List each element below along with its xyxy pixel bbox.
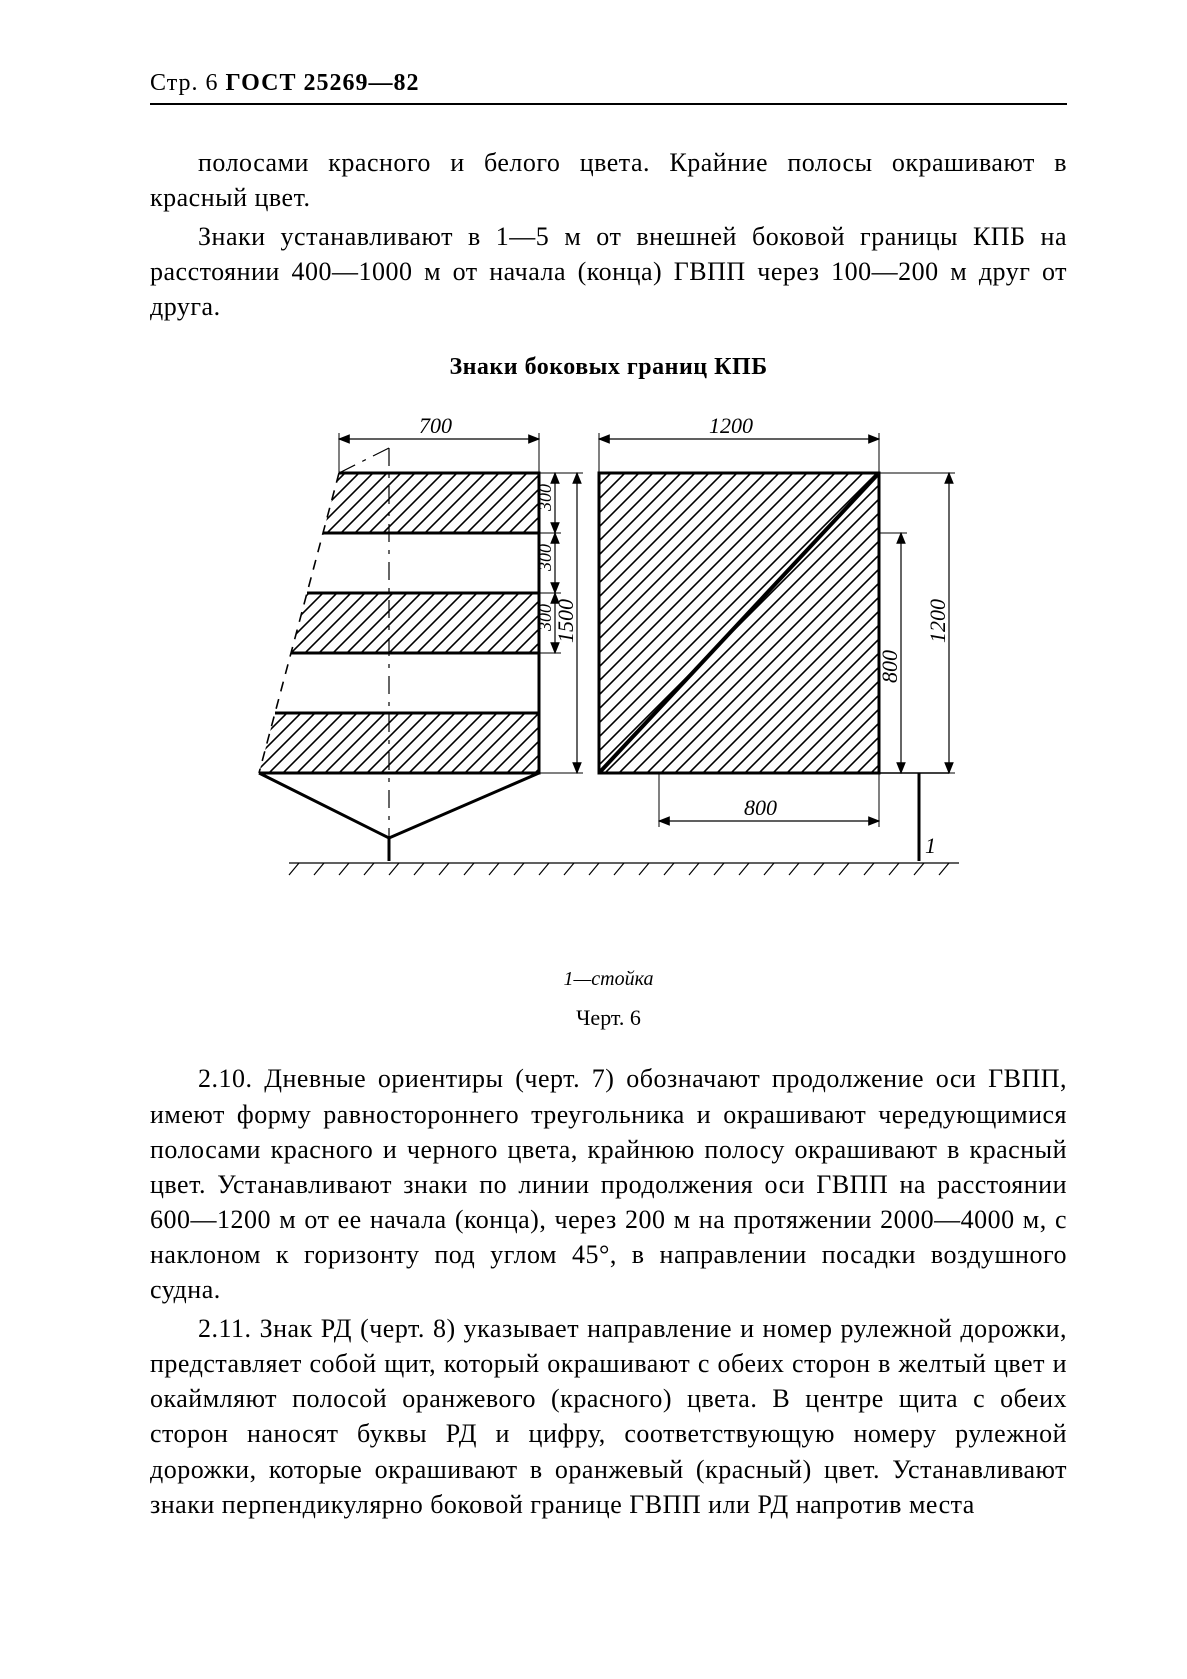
figure-title: Знаки боковых границ КПБ [150, 354, 1067, 381]
dim-800-bottom-label: 800 [744, 795, 777, 820]
callout-1: 1 [925, 833, 936, 858]
dim-1500: 1500 [553, 599, 578, 643]
figure-legend: 1—стойка [150, 968, 1067, 991]
dim-800-bottom: 800 [659, 773, 879, 827]
figure-number: Черт. 6 [150, 1005, 1067, 1031]
dim-1200-top-label: 1200 [709, 413, 753, 438]
dim-300b: 300 [535, 544, 555, 572]
standard-code: ГОСТ 25269—82 [225, 70, 419, 96]
dim-1200-right: 1200 [879, 473, 955, 773]
figure-svg: 1 700 1200 [229, 393, 989, 953]
page-number-label: Стр. 6 [150, 70, 218, 96]
dim-700: 700 [339, 413, 539, 473]
body-text-top: полосами красного и белого цвета. Крайни… [150, 145, 1067, 324]
left-sign [249, 448, 549, 861]
body-text-bottom: 2.10. Дневные ориентиры (черт. 7) обозна… [150, 1061, 1067, 1521]
dim-300a: 300 [535, 484, 555, 512]
ground-hatch [289, 863, 949, 875]
dims-left-stripes: 300 300 300 1500 [535, 473, 583, 773]
paragraph-4: 2.11. Знак РД (черт. 8) указывает направ… [150, 1311, 1067, 1522]
dim-800-diag-label: 800 [877, 650, 902, 683]
page-header: Стр. 6 ГОСТ 25269—82 [150, 70, 1067, 105]
paragraph-1: полосами красного и белого цвета. Крайни… [150, 145, 1067, 215]
paragraph-2: Знаки устанавливают в 1—5 м от внешней б… [150, 219, 1067, 324]
figure: 1 700 1200 [150, 393, 1067, 1031]
dim-800-diag: 800 [877, 533, 907, 773]
paragraph-3: 2.10. Дневные ориентиры (черт. 7) обозна… [150, 1061, 1067, 1307]
dim-700-label: 700 [419, 413, 452, 438]
dim-1200-top: 1200 [599, 413, 879, 473]
page: Стр. 6 ГОСТ 25269—82 полосами красного и… [0, 0, 1187, 1679]
dim-300c: 300 [535, 604, 555, 632]
dim-1200-right-label: 1200 [925, 599, 950, 643]
